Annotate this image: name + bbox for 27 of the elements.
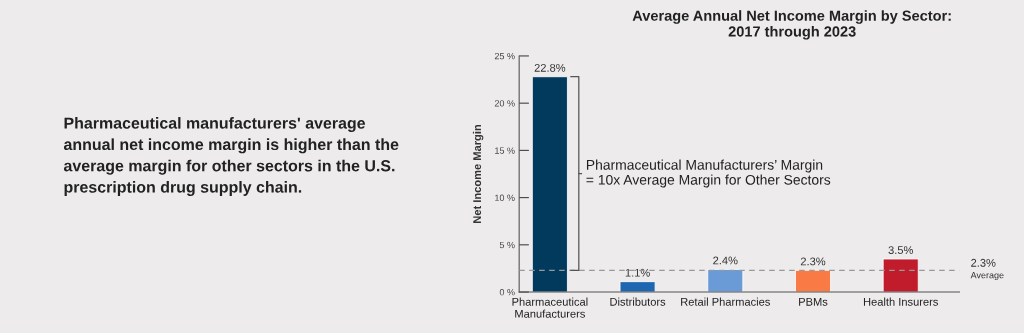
- y-tick-label: 20 %: [494, 100, 515, 107]
- data-label: 3.5%: [888, 246, 913, 255]
- x-tick-label: Pharmaceutical Manufacturers: [512, 297, 588, 318]
- y-tick-label: 5 %: [499, 241, 515, 249]
- ref-line-label: 2.3%: [971, 258, 996, 267]
- bar: [619, 281, 656, 293]
- bar: [882, 258, 919, 293]
- annotation: Pharmaceutical Manufacturers’ Margin = 10x Average Margin for Other Sectors: [586, 159, 831, 188]
- data-label: 22.8%: [534, 63, 566, 72]
- x-tick-label: Distributors: [610, 297, 666, 306]
- y-axis-title: Net Income Margin: [472, 124, 484, 223]
- x-tick-label: PBMs: [799, 298, 828, 306]
- x-tick-label: Health Insurers: [863, 297, 938, 306]
- data-label: 2.4%: [713, 256, 738, 265]
- y-tick-label: 25 %: [494, 52, 515, 60]
- y-tick-label: 0 %: [499, 289, 515, 296]
- x-tick-label: Retail Pharmacies: [681, 297, 770, 306]
- text: Average: [970, 272, 1004, 281]
- bar: [795, 269, 831, 293]
- bar: [531, 76, 568, 293]
- y-tick-label: 10 %: [495, 194, 515, 201]
- data-label: 2.3%: [800, 257, 826, 266]
- text: Pharmaceutical manufacturers' average annual net income margin is higher than the average margin for other sectors in the U.S. prescription drug supply chain.: [63, 117, 399, 196]
- bar: [707, 268, 744, 293]
- y-tick-label: 15 %: [495, 147, 515, 154]
- chart-title: Average Annual Net Income Margin by Sector: 2017 through 2023: [632, 10, 951, 40]
- data-label: 1.1%: [625, 268, 650, 277]
